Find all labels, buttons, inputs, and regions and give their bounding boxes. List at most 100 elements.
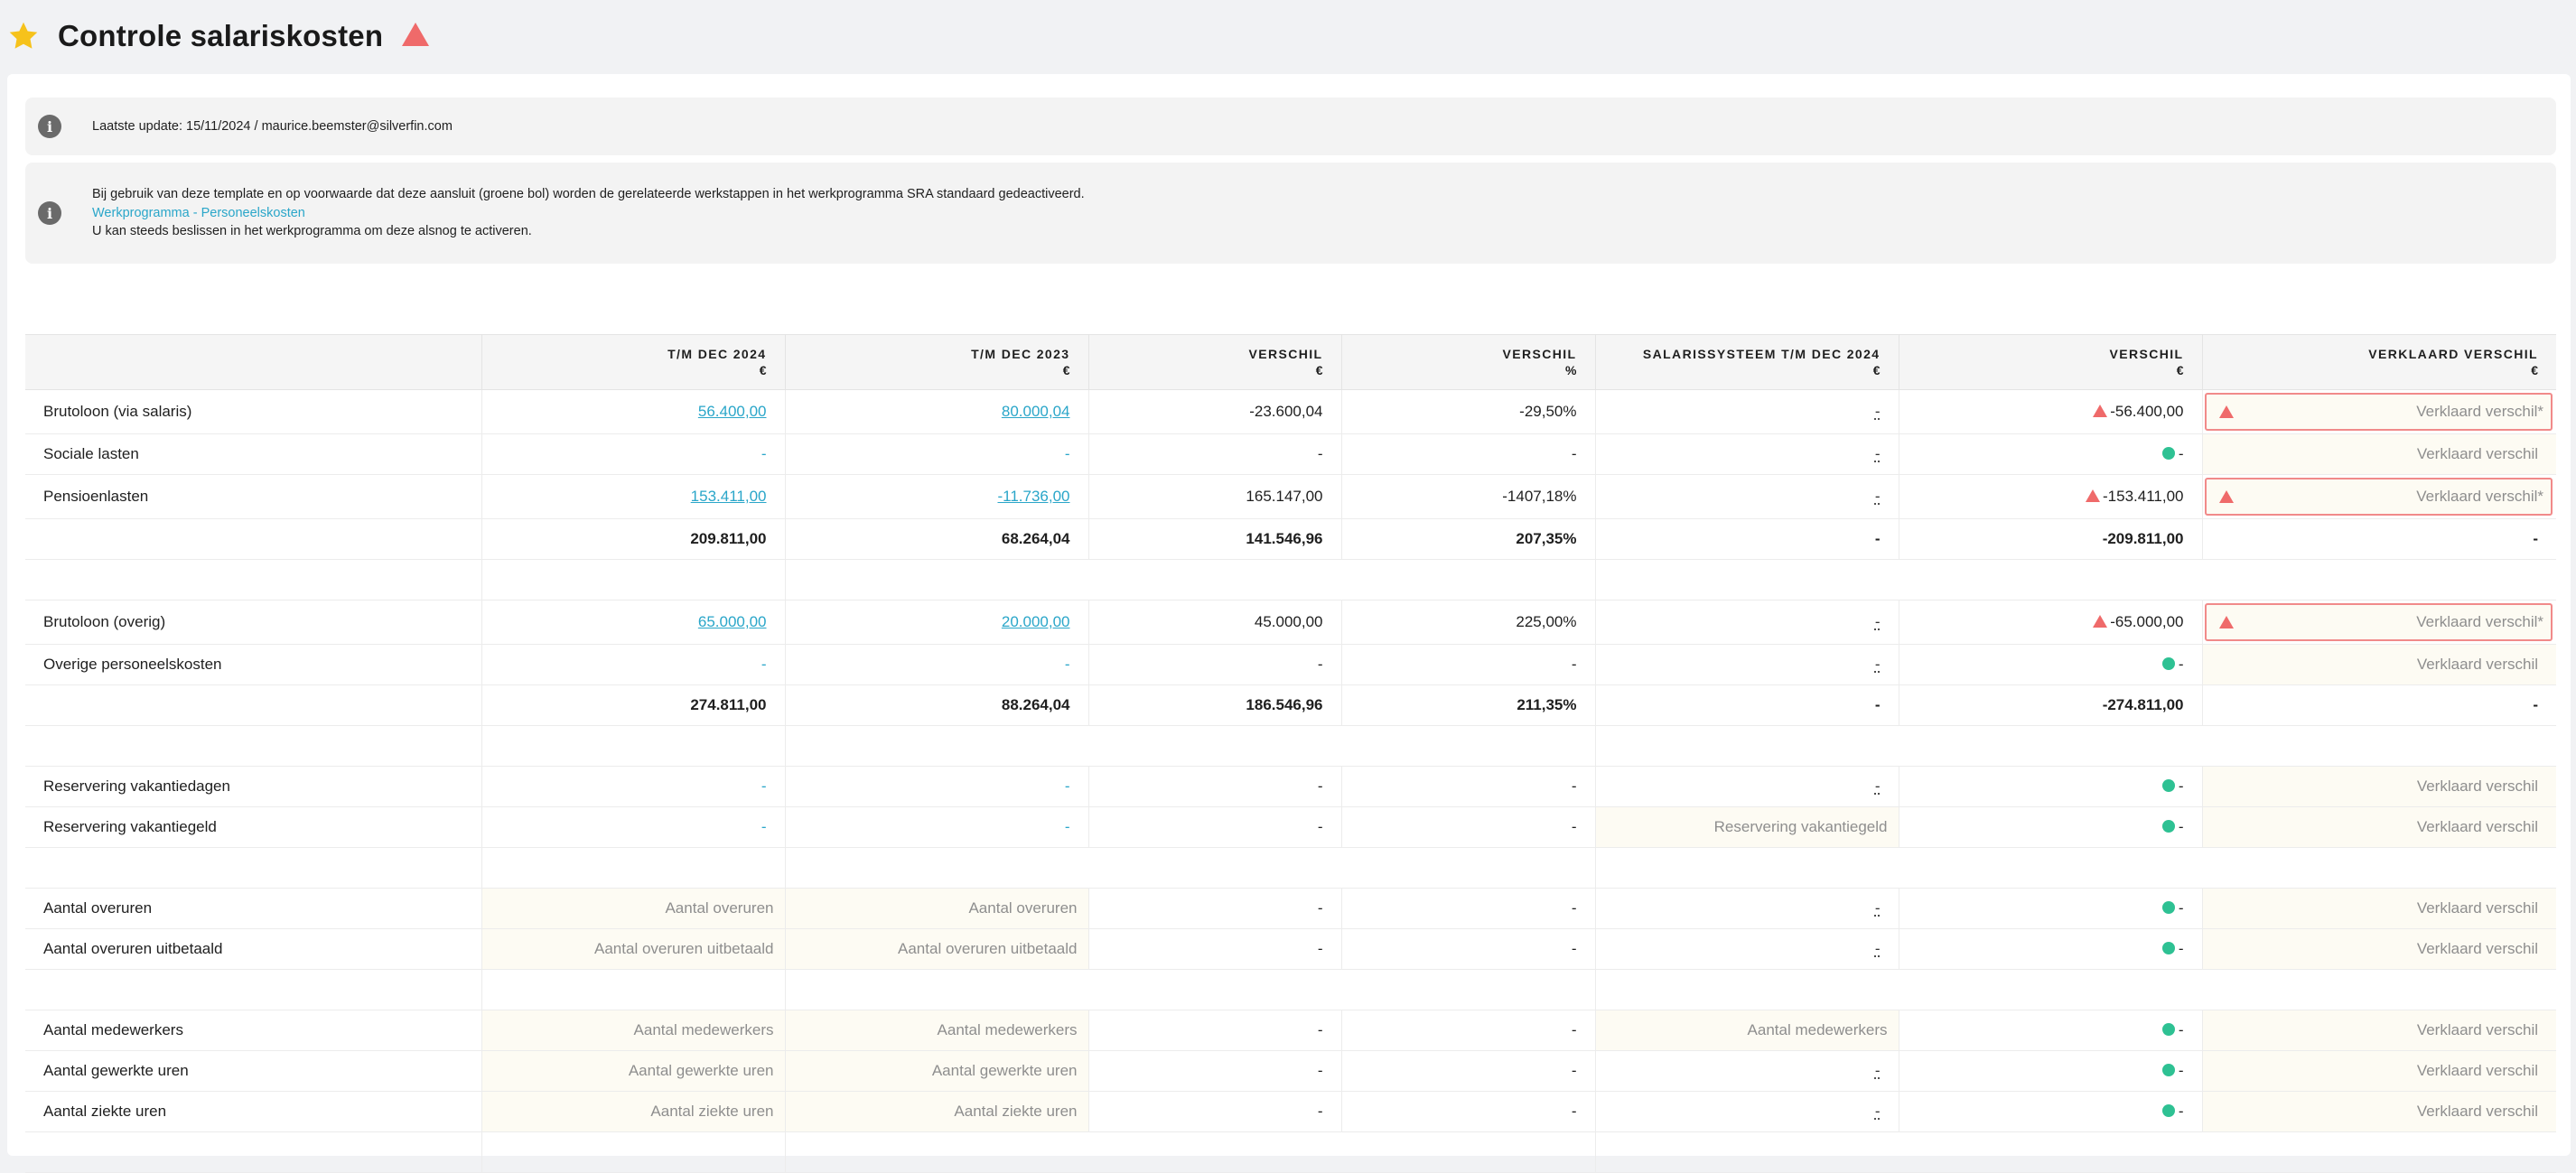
difference-percent: - — [1340, 1091, 1595, 1132]
value-link[interactable]: - — [784, 433, 1088, 475]
explained-difference-input[interactable]: Verklaard verschil* — [2201, 389, 2556, 434]
salary-system-value[interactable]: - — [1594, 474, 1899, 519]
header-col: VERSCHIL € — [1087, 334, 1341, 390]
value-link[interactable]: 56.400,00 — [481, 389, 785, 434]
total-value: - — [2201, 518, 2556, 560]
salary-system-value[interactable]: - — [1594, 888, 1899, 929]
total-value: 209.811,00 — [481, 518, 785, 560]
sick-hours-input-2023[interactable]: Aantal ziekte uren — [784, 1091, 1088, 1132]
last-update-text: Laatste update: 15/11/2024 / maurice.bee… — [92, 118, 453, 134]
salary-system-value[interactable]: - — [1594, 1050, 1899, 1092]
difference-value: - — [1087, 433, 1341, 475]
paid-overtime-input-2024[interactable]: Aantal overuren uitbetaald — [481, 928, 785, 970]
header-col: T/M DEC 2024 € — [481, 334, 785, 390]
table-row: Reservering vakantiegeld - - - - Reserve… — [25, 806, 2556, 848]
value-link[interactable]: - — [481, 766, 785, 807]
value-link[interactable]: 80.000,04 — [784, 389, 1088, 434]
info-box-workprogram: i Bij gebruik van deze template en op vo… — [25, 163, 2556, 264]
salary-system-value[interactable]: - — [1594, 389, 1899, 434]
employees-input-2024[interactable]: Aantal medewerkers — [481, 1010, 785, 1051]
table-row: Pensioenlasten 153.411,00 -11.736,00 165… — [25, 474, 2556, 519]
row-label: Overige personeelskosten — [25, 644, 481, 685]
difference-value: - — [1087, 644, 1341, 685]
difference-status: -65.000,00 — [1898, 600, 2202, 645]
overtime-input-2023[interactable]: Aantal overuren — [784, 888, 1088, 929]
total-value: 207,35% — [1340, 518, 1595, 560]
difference-percent: - — [1340, 806, 1595, 848]
header-col: SALARISSYSTEEM T/M DEC 2024 € — [1594, 334, 1899, 390]
info-icon: i — [38, 115, 61, 138]
salary-system-value[interactable]: - — [1594, 600, 1899, 645]
explained-difference-input[interactable]: Verklaard verschil — [2201, 806, 2556, 848]
salary-system-value[interactable]: - — [1594, 1091, 1899, 1132]
green-dot-icon — [2161, 1104, 2175, 1117]
header-col: VERKLAARD VERSCHIL € — [2201, 334, 2556, 390]
total-row: 209.811,00 68.264,04 141.546,96 207,35% … — [25, 518, 2556, 560]
total-value: -209.811,00 — [1898, 518, 2202, 560]
row-label — [25, 518, 481, 560]
explained-difference-input[interactable]: Verklaard verschil — [2201, 1091, 2556, 1132]
sick-hours-input-2024[interactable]: Aantal ziekte uren — [481, 1091, 785, 1132]
warning-triangle-icon — [2218, 405, 2234, 418]
salary-system-value[interactable]: - — [1594, 766, 1899, 807]
value-link[interactable]: - — [481, 644, 785, 685]
green-dot-icon — [2161, 1023, 2175, 1036]
explained-difference-input[interactable]: Verklaard verschil — [2201, 888, 2556, 929]
row-label — [25, 684, 481, 726]
explained-difference-input[interactable]: Verklaard verschil — [2201, 766, 2556, 807]
explained-difference-input[interactable]: Verklaard verschil* — [2201, 600, 2556, 645]
difference-percent: 225,00% — [1340, 600, 1595, 645]
value-link[interactable]: 20.000,00 — [784, 600, 1088, 645]
difference-status: - — [1898, 644, 2202, 685]
spacer-row — [25, 559, 2556, 600]
value-link[interactable]: 153.411,00 — [481, 474, 785, 519]
salary-system-value[interactable]: - — [1594, 928, 1899, 970]
difference-status: -56.400,00 — [1898, 389, 2202, 434]
explained-difference-input[interactable]: Verklaard verschil — [2201, 1050, 2556, 1092]
workprogram-link[interactable]: Werkprogramma - Personeelskosten — [92, 205, 305, 220]
explained-difference-input[interactable]: Verklaard verschil — [2201, 644, 2556, 685]
difference-status: - — [1898, 1010, 2202, 1051]
value-link[interactable]: - — [784, 766, 1088, 807]
warning-triangle-icon — [2093, 615, 2108, 628]
row-label: Aantal gewerkte uren — [25, 1050, 481, 1092]
row-label: Aantal medewerkers — [25, 1010, 481, 1051]
salary-system-value[interactable]: - — [1594, 433, 1899, 475]
difference-status: -153.411,00 — [1898, 474, 2202, 519]
paid-overtime-input-2023[interactable]: Aantal overuren uitbetaald — [784, 928, 1088, 970]
warning-triangle-icon — [2218, 490, 2234, 503]
explained-difference-input[interactable]: Verklaard verschil* — [2201, 474, 2556, 519]
value-link[interactable]: - — [481, 433, 785, 475]
difference-percent: - — [1340, 928, 1595, 970]
salary-system-input[interactable]: Aantal medewerkers — [1594, 1010, 1899, 1051]
difference-value: - — [1087, 1091, 1341, 1132]
row-label: Aantal overuren — [25, 888, 481, 929]
star-icon[interactable] — [7, 20, 40, 52]
difference-percent: -1407,18% — [1340, 474, 1595, 519]
difference-value: -23.600,04 — [1087, 389, 1341, 434]
explained-difference-input[interactable]: Verklaard verschil — [2201, 433, 2556, 475]
value-link[interactable]: - — [784, 644, 1088, 685]
header-col: T/M DEC 2023 € — [784, 334, 1088, 390]
table-row: Sociale lasten - - - - - - Verklaard ver… — [25, 433, 2556, 475]
explained-difference-input[interactable]: Verklaard verschil — [2201, 1010, 2556, 1051]
total-value: - — [1594, 518, 1899, 560]
total-value: 141.546,96 — [1087, 518, 1341, 560]
table-row: Aantal overuren uitbetaald Aantal overur… — [25, 928, 2556, 970]
worked-hours-input-2023[interactable]: Aantal gewerkte uren — [784, 1050, 1088, 1092]
employees-input-2023[interactable]: Aantal medewerkers — [784, 1010, 1088, 1051]
salary-system-value[interactable]: - — [1594, 644, 1899, 685]
worked-hours-input-2024[interactable]: Aantal gewerkte uren — [481, 1050, 785, 1092]
info-text-block: Bij gebruik van deze template en op voor… — [92, 185, 1085, 241]
value-link[interactable]: - — [784, 806, 1088, 848]
salary-system-input[interactable]: Reservering vakantiegeld — [1594, 806, 1899, 848]
overtime-input-2024[interactable]: Aantal overuren — [481, 888, 785, 929]
value-link[interactable]: -11.736,00 — [784, 474, 1088, 519]
value-link[interactable]: 65.000,00 — [481, 600, 785, 645]
difference-status: - — [1898, 1091, 2202, 1132]
difference-value: - — [1087, 888, 1341, 929]
warning-triangle-icon — [402, 23, 430, 46]
total-row: 274.811,00 88.264,04 186.546,96 211,35% … — [25, 684, 2556, 726]
explained-difference-input[interactable]: Verklaard verschil — [2201, 928, 2556, 970]
value-link[interactable]: - — [481, 806, 785, 848]
